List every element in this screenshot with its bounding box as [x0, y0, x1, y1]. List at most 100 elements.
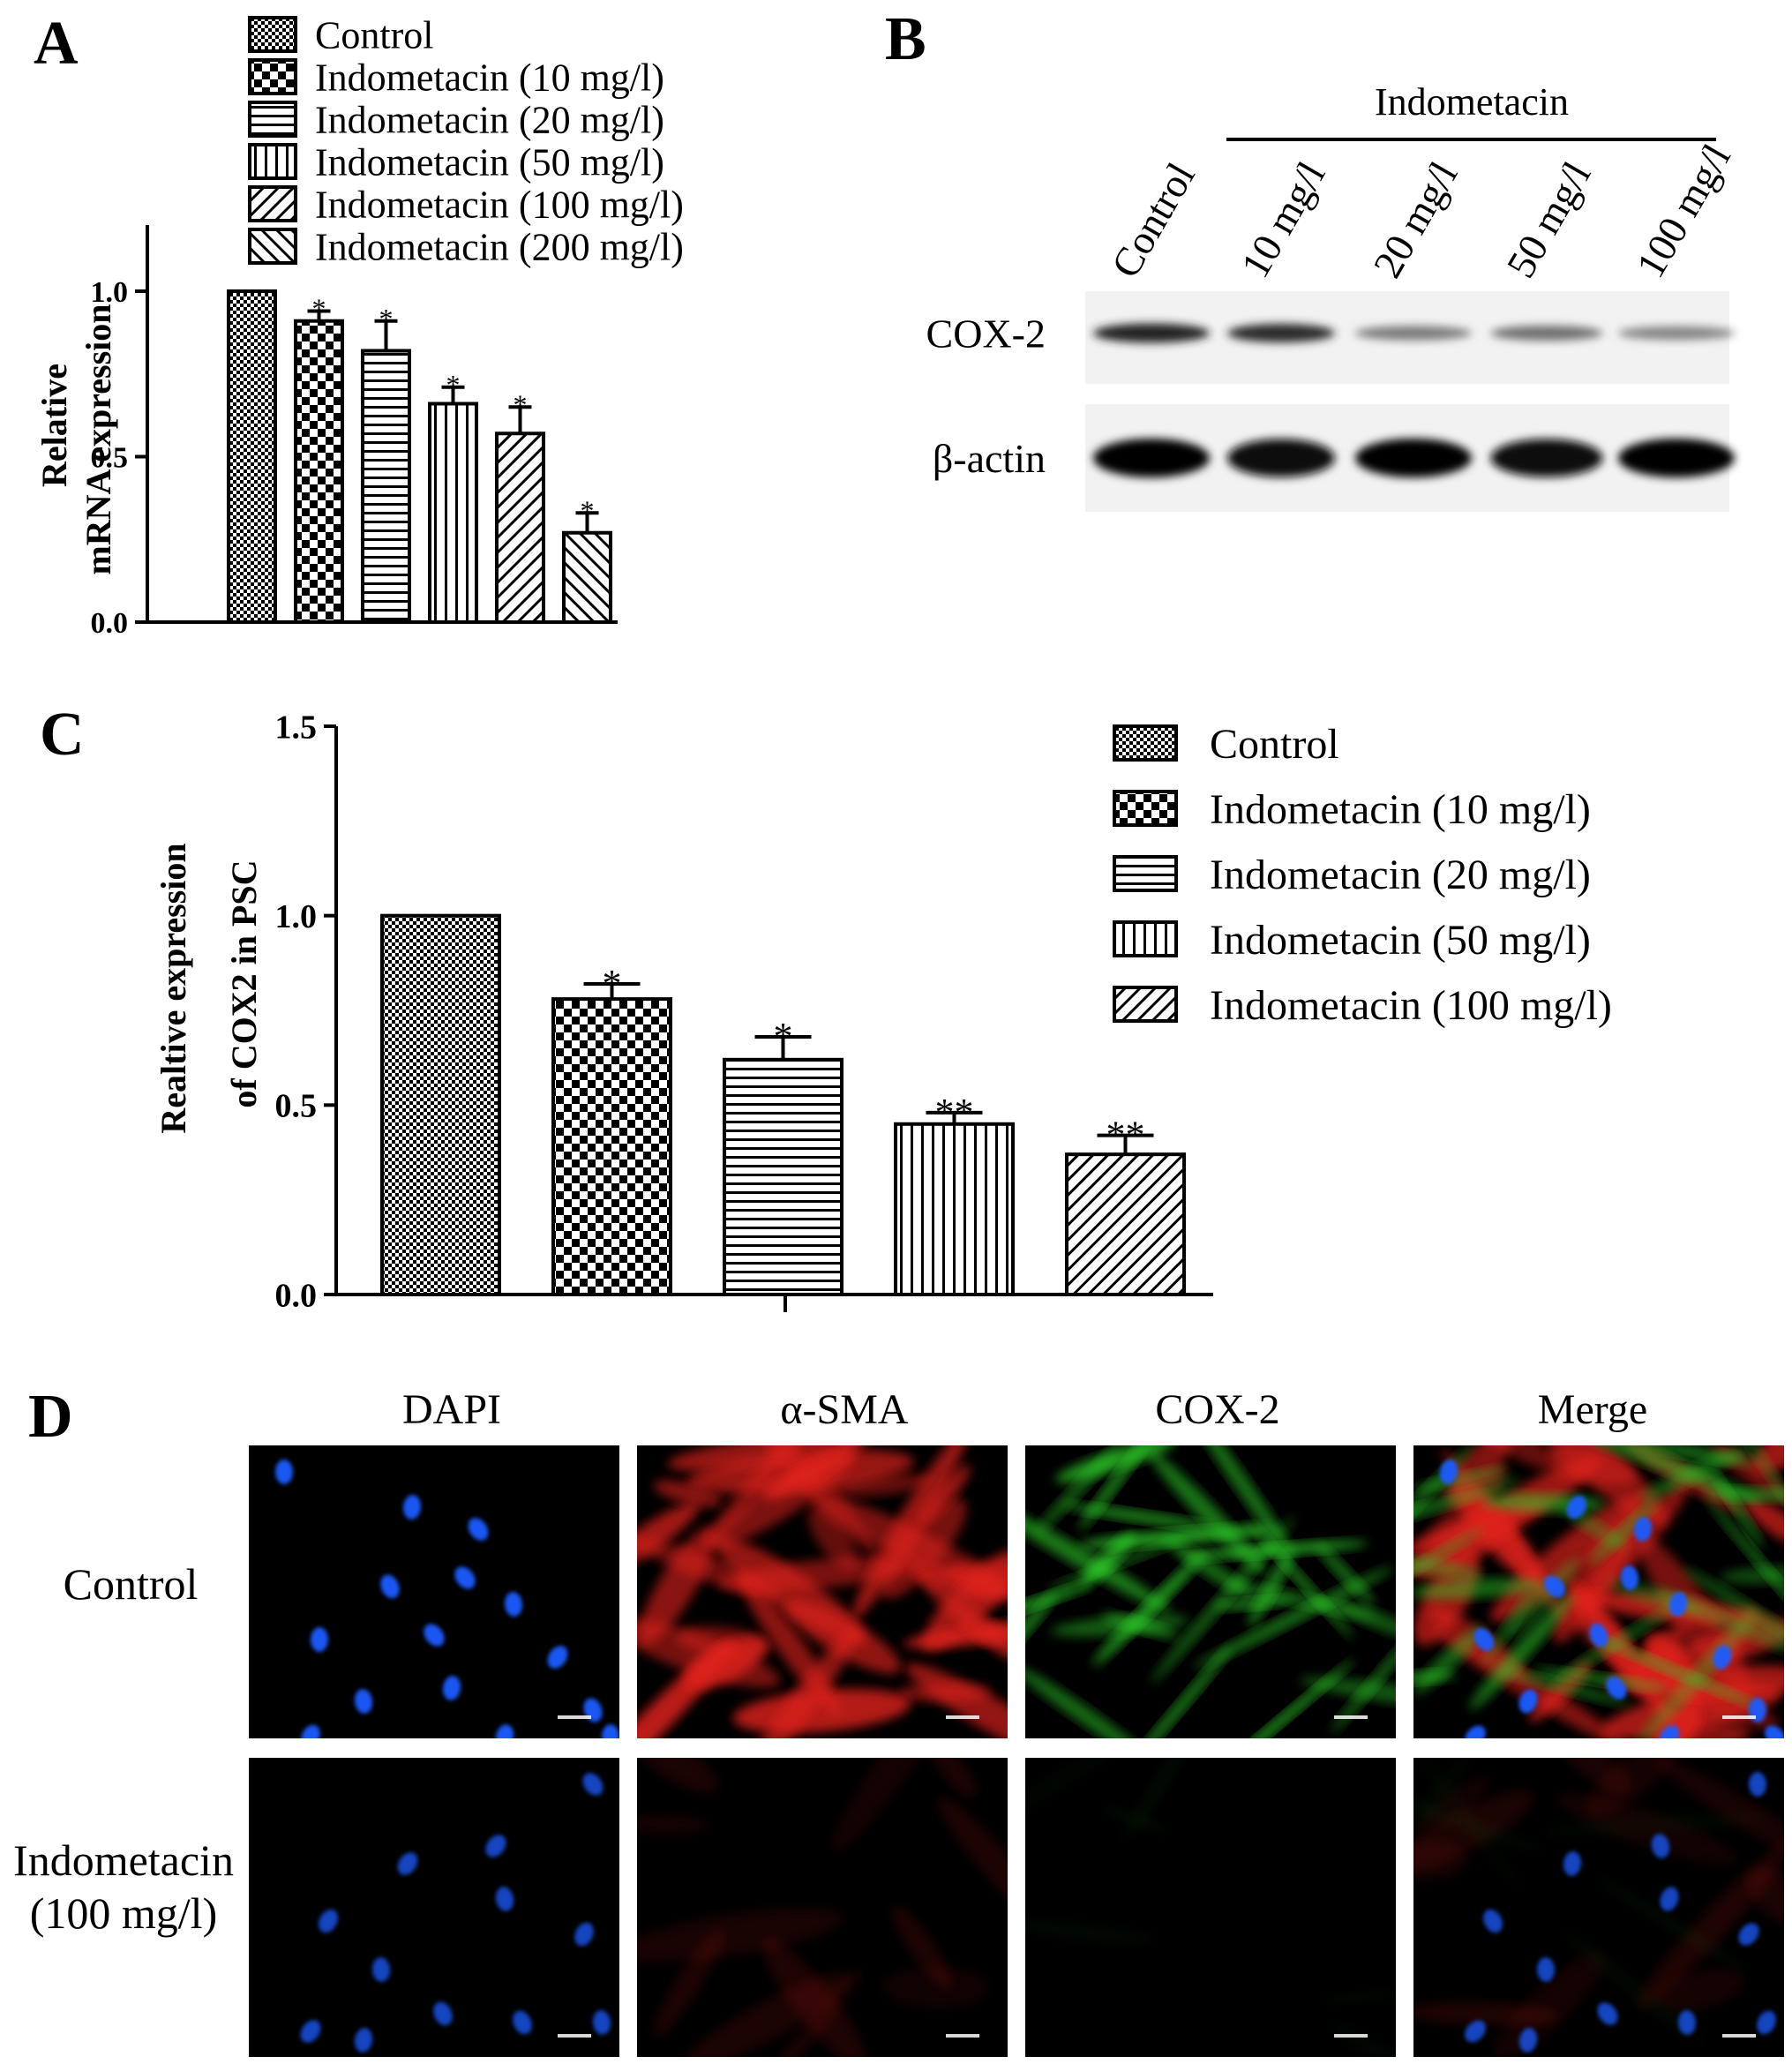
nucleus: [1765, 1725, 1784, 1738]
blot-band-2-5: [1618, 439, 1735, 477]
cell-process: [1079, 1445, 1153, 1531]
cell-process: [1493, 1952, 1606, 2057]
nucleus: [495, 1724, 514, 1738]
cell-process: [882, 1966, 990, 2009]
blot-row-label: β-actin: [933, 436, 1046, 481]
nucleus: [582, 1773, 604, 1796]
significance-mark-2: *: [312, 293, 326, 325]
nucleus: [1536, 1957, 1556, 1982]
cell-process: [1413, 1838, 1468, 1880]
panel-a-ylabel-line-1: Relative: [34, 364, 74, 487]
blot-row-1: COX-2: [926, 291, 1735, 384]
blot-group-label: Indometacin: [1375, 80, 1569, 124]
cell-process: [639, 1526, 716, 1645]
legend-label-3: Indometacin (20 mg/l): [315, 98, 664, 141]
cell-process: [752, 1967, 863, 2057]
legend-swatch-6: [248, 228, 297, 265]
cell-process: [1055, 1445, 1176, 1482]
cell-process: [653, 1480, 723, 1507]
panel-c-ylabel-line-2: of COX2 in PSC: [224, 859, 264, 1107]
y-tick-label: 0.0: [91, 607, 129, 640]
nucleus: [433, 2001, 453, 2026]
scale-bar: [946, 2034, 979, 2038]
cell-process: [1413, 1527, 1485, 1608]
blot-band-1-2: [1227, 323, 1335, 343]
micrograph-content: [300, 1773, 611, 2053]
cell-process: [1743, 1497, 1784, 1548]
nucleus: [442, 1676, 461, 1700]
cell-process: [1025, 1666, 1154, 1738]
cell-process: [1413, 2002, 1560, 2026]
blot-row-label: COX-2: [926, 311, 1046, 357]
nucleus: [1659, 1725, 1680, 1738]
y-tick-label: 0.5: [91, 441, 129, 474]
bar-5: [1065, 1152, 1186, 1296]
cell-process: [1654, 1969, 1745, 2012]
micrograph-dapi-2: [249, 1758, 619, 2057]
cell-process: [746, 1628, 858, 1738]
blot-band-2-4: [1490, 439, 1603, 477]
panel-c: C Realtive expression of COX2 in PSC 0.0…: [40, 701, 1612, 1314]
cell-process: [1413, 1478, 1520, 1546]
cell-process: [921, 1577, 1008, 1665]
cell-process: [1432, 1628, 1628, 1738]
cell-process: [706, 1450, 857, 1549]
micrograph-dapi-1: [249, 1445, 619, 1738]
panel-d-letter: D: [28, 1383, 73, 1451]
nucleus: [1668, 1592, 1688, 1617]
nucleus: [1483, 1909, 1503, 1933]
blot-lane-labels: Control 10 mg/l 20 mg/l 50 mg/l 100 mg/l: [1102, 137, 1739, 285]
nucleus: [574, 1922, 594, 1947]
cell-process: [1101, 1805, 1169, 1834]
cell-process: [1482, 1587, 1535, 1667]
cell-process: [1213, 1597, 1293, 1610]
micrograph-header-4: Merge: [1538, 1386, 1647, 1433]
cell-process: [831, 1758, 959, 1851]
blot-lane-label-5: 100 mg/l: [1627, 137, 1739, 285]
cell-process: [1656, 1758, 1784, 1876]
nucleus: [547, 1646, 568, 1669]
nucleus: [424, 1624, 445, 1647]
cell-process: [1589, 1634, 1763, 1709]
legend-label-1: Control: [315, 13, 433, 56]
nucleus: [318, 1909, 339, 1933]
panel-c-legend: Control Indometacin (10 mg/l) Indometacin …: [1113, 721, 1612, 1029]
bar-1: [227, 289, 277, 624]
nucleus: [300, 2020, 321, 2043]
bar-2: [294, 319, 344, 624]
nucleus: [274, 1460, 294, 1484]
cell-process: [1248, 1552, 1293, 1627]
cell-process: [1165, 1538, 1254, 1599]
cell-process: [812, 1494, 1008, 1595]
nucleus: [402, 1495, 422, 1520]
y-tick-label: 1.5: [275, 709, 318, 746]
panel-c-ylabel-line-1: Realtive expression: [154, 843, 193, 1133]
cell-process: [851, 1445, 969, 1620]
nucleus: [1465, 1725, 1486, 1738]
bar-4: [894, 1122, 1015, 1297]
bar-4: [428, 402, 478, 624]
significance-mark-4: **: [935, 1091, 974, 1134]
cell-process: [1585, 1758, 1678, 1817]
cell-process: [1050, 1615, 1189, 1637]
significance-mark-3: *: [379, 303, 394, 334]
nucleus: [454, 1566, 476, 1589]
nucleus: [310, 1627, 329, 1652]
nucleus: [1748, 1772, 1767, 1797]
cell-process: [1331, 1628, 1396, 1733]
legend-label-1: Control: [1210, 721, 1339, 768]
nucleus: [1589, 1623, 1608, 1647]
nucleus: [1677, 2010, 1697, 2035]
cell-process: [1025, 1500, 1172, 1612]
panel-c-letter: C: [40, 701, 85, 769]
legend-swatch-5: [1113, 986, 1178, 1023]
nucleus: [1518, 1689, 1538, 1714]
cell-process: [1413, 1578, 1546, 1599]
cell-process: [1706, 1498, 1784, 1672]
cell-process: [1455, 1445, 1583, 1480]
legend-swatch-3: [1113, 855, 1178, 892]
blot-band-1-3: [1355, 326, 1472, 341]
cell-process: [1682, 1567, 1784, 1648]
